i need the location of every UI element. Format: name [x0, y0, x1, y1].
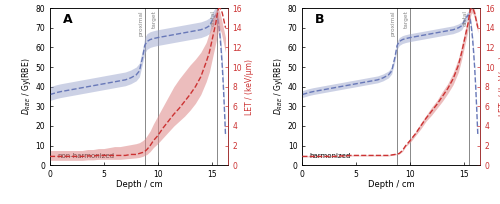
Y-axis label: LET / (keV/μm): LET / (keV/μm)	[245, 59, 254, 115]
X-axis label: Depth / cm: Depth / cm	[116, 181, 162, 190]
X-axis label: Depth / cm: Depth / cm	[368, 181, 414, 190]
Text: non-harmonized: non-harmonized	[57, 153, 114, 159]
Text: B: B	[315, 13, 324, 26]
Text: distal: distal	[463, 10, 468, 26]
Y-axis label: $D_{RBE}$ / Gy(RBE): $D_{RBE}$ / Gy(RBE)	[20, 58, 32, 115]
Text: proximal: proximal	[391, 10, 396, 36]
Text: target: target	[152, 10, 156, 28]
Text: harmonized: harmonized	[310, 153, 350, 159]
Text: proximal: proximal	[138, 10, 143, 36]
Y-axis label: $D_{RBE}$ / Gy(RBE): $D_{RBE}$ / Gy(RBE)	[272, 58, 285, 115]
Y-axis label: LET$_d$ / (keV/μm): LET$_d$ / (keV/μm)	[498, 56, 500, 117]
Text: target: target	[404, 10, 408, 28]
Text: distal: distal	[210, 10, 216, 26]
Text: A: A	[62, 13, 72, 26]
